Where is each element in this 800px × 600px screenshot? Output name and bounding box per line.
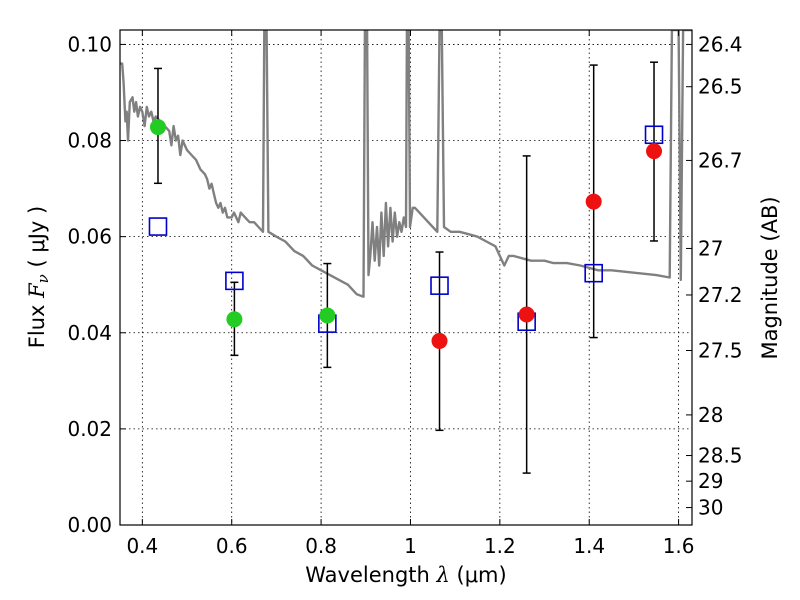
observed-point-red — [518, 306, 535, 323]
sed-curve-layer — [120, 30, 692, 298]
model-point — [584, 263, 603, 283]
x-tick-label: 1.2 — [484, 534, 516, 558]
magnitude-tick-labels: 26.4 26.5 26.7 27 27.2 27.5 28 28.529 30 — [698, 32, 743, 519]
x-tick-label: 1 — [404, 534, 417, 558]
y-tick-label: 0.00 — [67, 513, 112, 537]
observed-point-red — [585, 193, 602, 210]
y2-tick-label: 26.4 — [698, 32, 743, 56]
y2-tick-label: 27 — [698, 236, 723, 260]
x-tick-labels: 0.4 0.6 0.8 1 1.2 1.4 1.6 — [126, 534, 694, 558]
observed-point-green — [226, 311, 243, 328]
y-tick-label: 0.08 — [67, 129, 112, 153]
observed-point-green — [149, 119, 166, 136]
y-tick-label: 0.04 — [67, 321, 112, 345]
observed-point-red — [431, 332, 448, 349]
plot-frame — [119, 29, 693, 526]
observed-point-red — [646, 143, 663, 160]
y2-tick-label: 28 — [698, 403, 723, 427]
y-tick-label: 0.02 — [67, 417, 112, 441]
y2-tick-label: 30 — [698, 496, 723, 520]
y2-tick-label: 26.5 — [698, 75, 743, 99]
y-tick-labels: 0.00 0.02 0.04 0.06 0.08 0.10 — [67, 32, 112, 537]
y2-axis-label: Magnitude (AB) — [758, 196, 782, 359]
sed-curve — [120, 30, 692, 298]
observed-point-green — [319, 307, 336, 324]
y2-tick-label: 29 — [698, 469, 723, 493]
x-tick-label: 0.6 — [216, 534, 248, 558]
model-point — [225, 271, 244, 291]
y2-tick-label: 27.5 — [698, 339, 743, 363]
model-point — [148, 217, 168, 236]
observed-points-layer — [149, 119, 663, 349]
x-tick-label: 0.4 — [126, 534, 158, 558]
y-tick-label: 0.06 — [67, 225, 112, 249]
y2-tick-label: 26.7 — [698, 148, 743, 172]
y-tick-label: 0.10 — [67, 32, 112, 56]
model-point — [430, 276, 449, 295]
tick-marks — [120, 30, 692, 526]
x-tick-label: 1.6 — [663, 534, 695, 558]
y-axis-label: Flux Fν ( μJy ) — [25, 206, 52, 348]
x-tick-label: 0.8 — [305, 534, 337, 558]
x-tick-label: 1.4 — [573, 534, 605, 558]
x-axis-label: Wavelength λ (μm) — [305, 563, 506, 587]
y2-tick-label: 27.2 — [698, 283, 743, 307]
y2-tick-label: 28.5 — [698, 444, 743, 468]
